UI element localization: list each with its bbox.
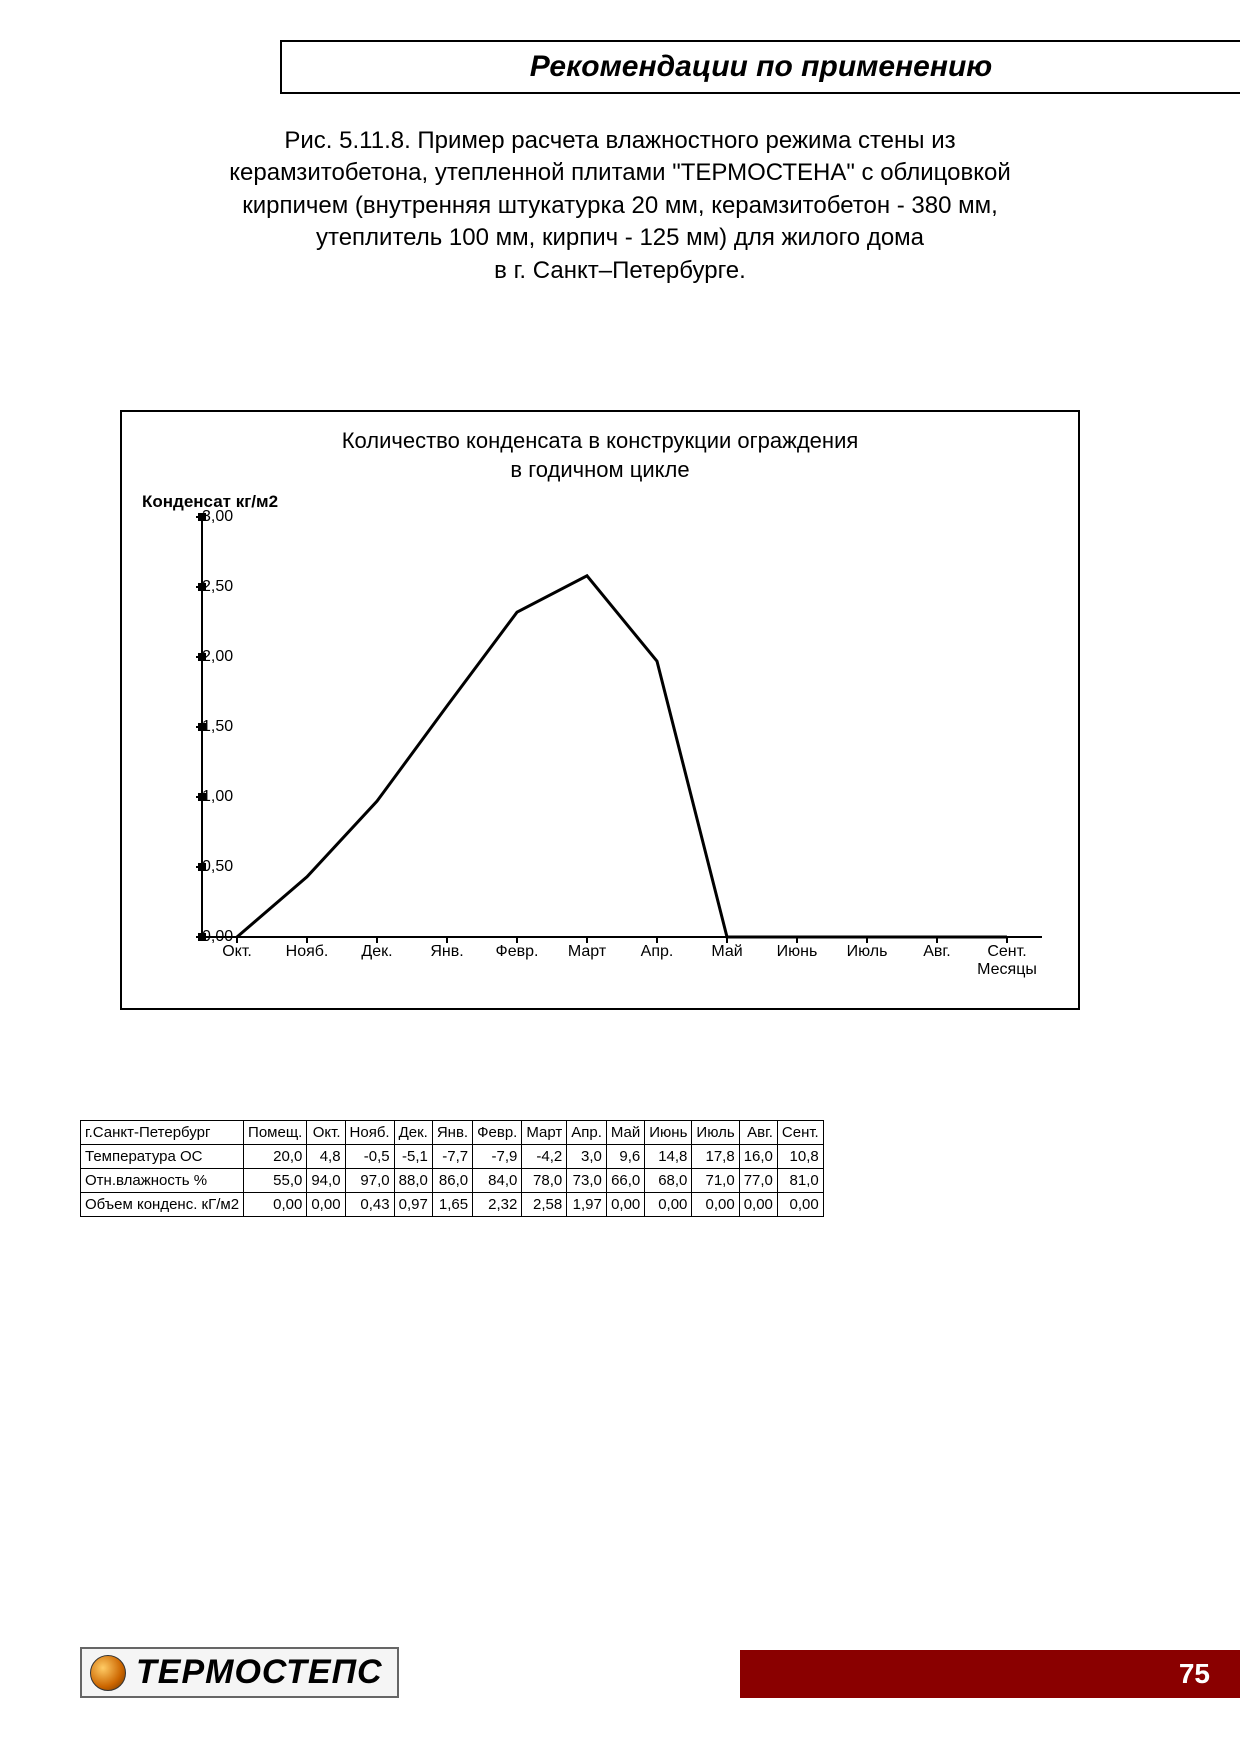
chart-title: Количество конденсата в конструкции огра… — [122, 427, 1078, 484]
table-cell: -7,9 — [473, 1145, 522, 1169]
logo-text: ТЕРМОСТЕПС — [136, 1653, 383, 1692]
caption-line: в г. Санкт–Петербурге. — [494, 257, 746, 284]
table-header-cell: Сент. — [777, 1121, 823, 1145]
table-cell: 68,0 — [645, 1169, 692, 1193]
x-tick-label: Нояб. — [286, 943, 329, 961]
table-cell: 0,00 — [739, 1193, 777, 1217]
table-header-cell: Дек. — [394, 1121, 432, 1145]
caption-line: кирпичем (внутренняя штукатурка 20 мм, к… — [242, 192, 998, 219]
table-cell: 2,58 — [522, 1193, 567, 1217]
table-header-cell: Янв. — [432, 1121, 472, 1145]
table-header-cell: Май — [606, 1121, 644, 1145]
table-cell: 86,0 — [432, 1169, 472, 1193]
table-cell: Температура ОС — [81, 1145, 244, 1169]
x-tick-label: Дек. — [361, 943, 392, 961]
table-cell: 0,43 — [345, 1193, 394, 1217]
table-cell: 66,0 — [606, 1169, 644, 1193]
table-cell: 78,0 — [522, 1169, 567, 1193]
table-cell: -4,2 — [522, 1145, 567, 1169]
x-tick-label: Янв. — [430, 943, 463, 961]
x-tick-label: Март — [568, 943, 606, 961]
table-cell: 81,0 — [777, 1169, 823, 1193]
table-row: Объем конденс. кГ/м20,000,000,430,971,65… — [81, 1193, 824, 1217]
table-cell: 14,8 — [645, 1145, 692, 1169]
chart-title-line: Количество конденсата в конструкции огра… — [122, 427, 1078, 456]
logo-disc-icon — [90, 1655, 126, 1691]
table-header-cell: Март — [522, 1121, 567, 1145]
x-tick-label: Июнь — [777, 943, 818, 961]
table-header-cell: Помещ. — [244, 1121, 307, 1145]
page-number: 75 — [1179, 1650, 1210, 1698]
caption-line: утеплитель 100 мм, кирпич - 125 мм) для … — [316, 224, 924, 251]
chart-container: Количество конденсата в конструкции огра… — [120, 410, 1080, 1010]
table-header-cell: Июль — [692, 1121, 739, 1145]
caption-line: Рис. 5.11.8. Пример расчета влажностного… — [284, 127, 955, 154]
table-cell: 0,00 — [244, 1193, 307, 1217]
table-cell: 73,0 — [567, 1169, 607, 1193]
table-cell: 3,0 — [567, 1145, 607, 1169]
x-tick-label: Июль — [847, 943, 888, 961]
chart-svg — [202, 517, 1042, 937]
caption-line: керамзитобетона, утепленной плитами "ТЕР… — [229, 159, 1010, 186]
x-tick-label: Февр. — [496, 943, 539, 961]
figure-caption: Рис. 5.11.8. Пример расчета влажностного… — [80, 125, 1160, 287]
table-cell: 0,00 — [606, 1193, 644, 1217]
x-axis-end-label: Сент.Месяцы — [977, 943, 1037, 978]
table-header-cell: Окт. — [307, 1121, 345, 1145]
table-header-cell: Февр. — [473, 1121, 522, 1145]
table-cell: 2,32 — [473, 1193, 522, 1217]
header-box: Рекомендации по применению — [280, 40, 1240, 94]
chart-title-line: в годичном цикле — [122, 456, 1078, 485]
table-cell: 71,0 — [692, 1169, 739, 1193]
table-cell: Объем конденс. кГ/м2 — [81, 1193, 244, 1217]
table-cell: Отн.влажность % — [81, 1169, 244, 1193]
page-number-bar — [740, 1650, 1240, 1698]
table-cell: 0,00 — [692, 1193, 739, 1217]
brand-logo: ТЕРМОСТЕПС — [80, 1647, 399, 1698]
table-cell: 0,00 — [777, 1193, 823, 1217]
table-cell: 4,8 — [307, 1145, 345, 1169]
table-cell: 84,0 — [473, 1169, 522, 1193]
table-header-cell: Апр. — [567, 1121, 607, 1145]
table-header-cell: Нояб. — [345, 1121, 394, 1145]
x-tick-label: Авг. — [923, 943, 951, 961]
x-tick-label: Окт. — [222, 943, 252, 961]
table-cell: 20,0 — [244, 1145, 307, 1169]
chart-line — [237, 576, 1007, 937]
data-table: г.Санкт-ПетербургПомещ.Окт.Нояб.Дек.Янв.… — [80, 1120, 824, 1217]
table-cell: -0,5 — [345, 1145, 394, 1169]
table-cell: 17,8 — [692, 1145, 739, 1169]
table-cell: -5,1 — [394, 1145, 432, 1169]
table-cell: 16,0 — [739, 1145, 777, 1169]
table-cell: 10,8 — [777, 1145, 823, 1169]
table-cell: -7,7 — [432, 1145, 472, 1169]
plot-area: 0,000,501,001,502,002,503,00Окт.Нояб.Дек… — [202, 517, 1042, 937]
table-cell: 1,97 — [567, 1193, 607, 1217]
table-cell: 0,00 — [307, 1193, 345, 1217]
table-cell: 94,0 — [307, 1169, 345, 1193]
x-tick-label: Апр. — [641, 943, 674, 961]
table-row: Отн.влажность %55,094,097,088,086,084,07… — [81, 1169, 824, 1193]
table-header-cell: Июнь — [645, 1121, 692, 1145]
table-cell: 0,97 — [394, 1193, 432, 1217]
x-tick-label: Май — [711, 943, 742, 961]
table-cell: 0,00 — [645, 1193, 692, 1217]
table-cell: 88,0 — [394, 1169, 432, 1193]
table-header-cell: г.Санкт-Петербург — [81, 1121, 244, 1145]
table-cell: 9,6 — [606, 1145, 644, 1169]
table-cell: 55,0 — [244, 1169, 307, 1193]
table-header-cell: Авг. — [739, 1121, 777, 1145]
table-row: Температура ОС20,04,8-0,5-5,1-7,7-7,9-4,… — [81, 1145, 824, 1169]
table-cell: 1,65 — [432, 1193, 472, 1217]
table-cell: 97,0 — [345, 1169, 394, 1193]
table-cell: 77,0 — [739, 1169, 777, 1193]
page-section-title: Рекомендации по применению — [302, 50, 1220, 84]
